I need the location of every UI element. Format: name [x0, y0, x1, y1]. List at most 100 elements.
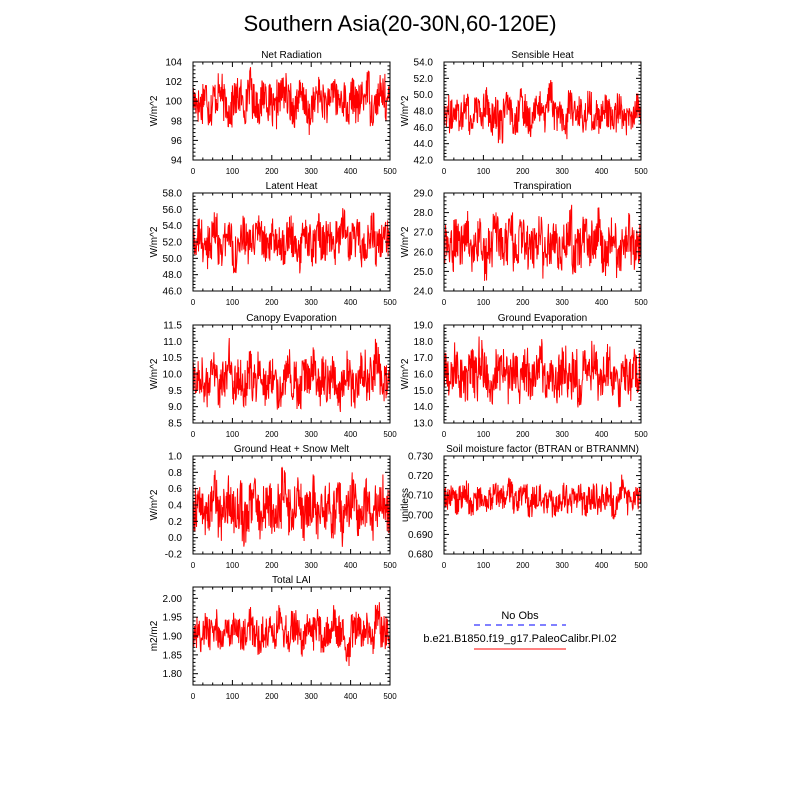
x-tick-label: 100 — [477, 167, 491, 176]
x-tick-label: 500 — [383, 430, 397, 439]
x-tick-label: 300 — [556, 430, 570, 439]
x-tick-label: 0 — [191, 298, 196, 307]
panel-title: Transpiration — [514, 181, 572, 192]
y-tick-label: 9.0 — [168, 402, 182, 413]
y-tick-label: 50.0 — [163, 254, 183, 265]
legend: No Obs b.e21.B1850.f19_g17.PaleoCalibr.P… — [423, 610, 617, 650]
y-axis-label: W/m^2 — [400, 95, 411, 126]
y-tick-label: 52.0 — [163, 238, 183, 249]
x-tick-label: 100 — [477, 561, 491, 570]
y-tick-label: 54.0 — [163, 221, 183, 232]
legend-label-no-obs: No Obs — [501, 610, 539, 622]
x-tick-label: 500 — [383, 298, 397, 307]
y-tick-label: 1.0 — [168, 452, 182, 463]
x-tick-label: 400 — [595, 298, 609, 307]
y-tick-label: 25.0 — [414, 267, 434, 278]
panel-title: Ground Evaporation — [498, 313, 588, 324]
y-tick-label: 2.00 — [163, 594, 183, 605]
x-tick-label: 300 — [305, 692, 319, 701]
x-tick-label: 500 — [383, 561, 397, 570]
x-tick-label: 200 — [516, 430, 530, 439]
x-tick-label: 500 — [634, 430, 648, 439]
x-tick-label: 200 — [516, 167, 530, 176]
y-tick-label: 8.5 — [168, 419, 182, 430]
x-tick-label: 400 — [344, 430, 358, 439]
figure-title: Southern Asia(20-30N,60-120E) — [243, 11, 556, 36]
x-tick-label: 100 — [226, 167, 240, 176]
x-tick-label: 100 — [226, 430, 240, 439]
y-tick-label: 1.85 — [163, 650, 183, 661]
x-tick-label: 500 — [383, 692, 397, 701]
chart-panel-3: 0 100 200 300 400 500 24.0 25.0 26.0 27.0 28.0 29.0… — [400, 181, 648, 307]
y-tick-label: 104 — [165, 58, 182, 69]
y-tick-label: 27.0 — [414, 228, 434, 239]
y-tick-label: 52.0 — [414, 74, 434, 85]
y-tick-label: 102 — [165, 77, 182, 88]
panel-title: Total LAI — [272, 575, 311, 586]
chart-panel-0: 0 100 200 300 400 500 94 96 98 100 102 104 Net Radia… — [149, 50, 397, 176]
y-tick-label: 14.0 — [414, 402, 434, 413]
x-tick-label: 400 — [595, 430, 609, 439]
y-tick-label: 96 — [171, 136, 183, 147]
y-tick-label: 0.2 — [168, 517, 182, 528]
x-tick-label: 400 — [595, 167, 609, 176]
chart-panel-2: 0 100 200 300 400 500 46.0 48.0 50.0 52.0 54.0 56.0… — [149, 181, 397, 307]
y-tick-label: 48.0 — [414, 107, 434, 118]
x-tick-label: 300 — [305, 298, 319, 307]
series-line — [443, 204, 642, 281]
legend-label-case: b.e21.B1850.f19_g17.PaleoCalibr.PI.02 — [423, 633, 616, 645]
chart-panel-6: 0 100 200 300 400 500 -0.2 0.0 0.2 0.4 0.6 0.8 1.0 Gr… — [149, 444, 397, 570]
series-line — [192, 208, 391, 274]
y-axis-label: W/m^2 — [149, 489, 160, 520]
x-tick-label: 200 — [265, 561, 279, 570]
y-axis-label: W/m^2 — [400, 226, 411, 257]
x-tick-label: 0 — [442, 561, 447, 570]
x-tick-label: 100 — [477, 298, 491, 307]
panel-title: Soil moisture factor (BTRAN or BTRANMN) — [446, 444, 639, 455]
y-tick-label: 28.0 — [414, 208, 434, 219]
y-tick-label: 1.90 — [163, 632, 183, 643]
y-tick-label: 0.720 — [408, 471, 433, 482]
y-tick-label: 11.5 — [163, 321, 182, 332]
x-tick-label: 500 — [634, 167, 648, 176]
y-tick-label: 24.0 — [414, 287, 434, 298]
x-tick-label: 100 — [226, 298, 240, 307]
x-tick-label: 400 — [344, 298, 358, 307]
x-tick-label: 300 — [305, 167, 319, 176]
x-tick-label: 300 — [305, 561, 319, 570]
panel-title: Canopy Evaporation — [246, 313, 337, 324]
y-tick-label: 48.0 — [163, 270, 183, 281]
y-tick-label: 58.0 — [163, 189, 183, 200]
y-tick-label: 29.0 — [414, 189, 434, 200]
y-tick-label: 0.710 — [408, 491, 433, 502]
y-tick-label: 46.0 — [414, 123, 434, 134]
x-tick-label: 400 — [344, 167, 358, 176]
series-line — [443, 336, 642, 408]
series-line — [443, 474, 642, 520]
y-tick-label: 17.0 — [414, 353, 434, 364]
y-axis-label: W/m^2 — [149, 95, 160, 126]
y-tick-label: 0.6 — [168, 484, 182, 495]
x-tick-label: 500 — [383, 167, 397, 176]
y-tick-label: -0.2 — [165, 550, 183, 561]
y-tick-label: 19.0 — [414, 321, 434, 332]
x-tick-label: 400 — [344, 692, 358, 701]
y-tick-label: 94 — [171, 156, 183, 167]
y-axis-label: m2/m2 — [149, 620, 160, 651]
chart-panel-7: 0 100 200 300 400 500 0.680 0.690 0.700 0.710 0.72… — [400, 444, 648, 570]
y-tick-label: 0.8 — [168, 468, 182, 479]
x-tick-label: 200 — [265, 430, 279, 439]
x-tick-label: 300 — [556, 298, 570, 307]
y-tick-label: 46.0 — [163, 287, 183, 298]
chart-panel-1: 0 100 200 300 400 500 42.0 44.0 46.0 48.0 50.0 52.0… — [400, 50, 648, 176]
y-tick-label: 54.0 — [414, 58, 434, 69]
y-tick-label: 0.730 — [408, 452, 433, 463]
y-tick-label: 11.0 — [163, 337, 182, 348]
y-tick-label: 98 — [171, 116, 183, 127]
series-line — [443, 80, 642, 144]
y-tick-label: 0.0 — [168, 533, 182, 544]
y-axis-label: W/m^2 — [400, 358, 411, 389]
chart-panel-5: 0 100 200 300 400 500 13.0 14.0 15.0 16.0 17.0 18.0… — [400, 313, 648, 439]
